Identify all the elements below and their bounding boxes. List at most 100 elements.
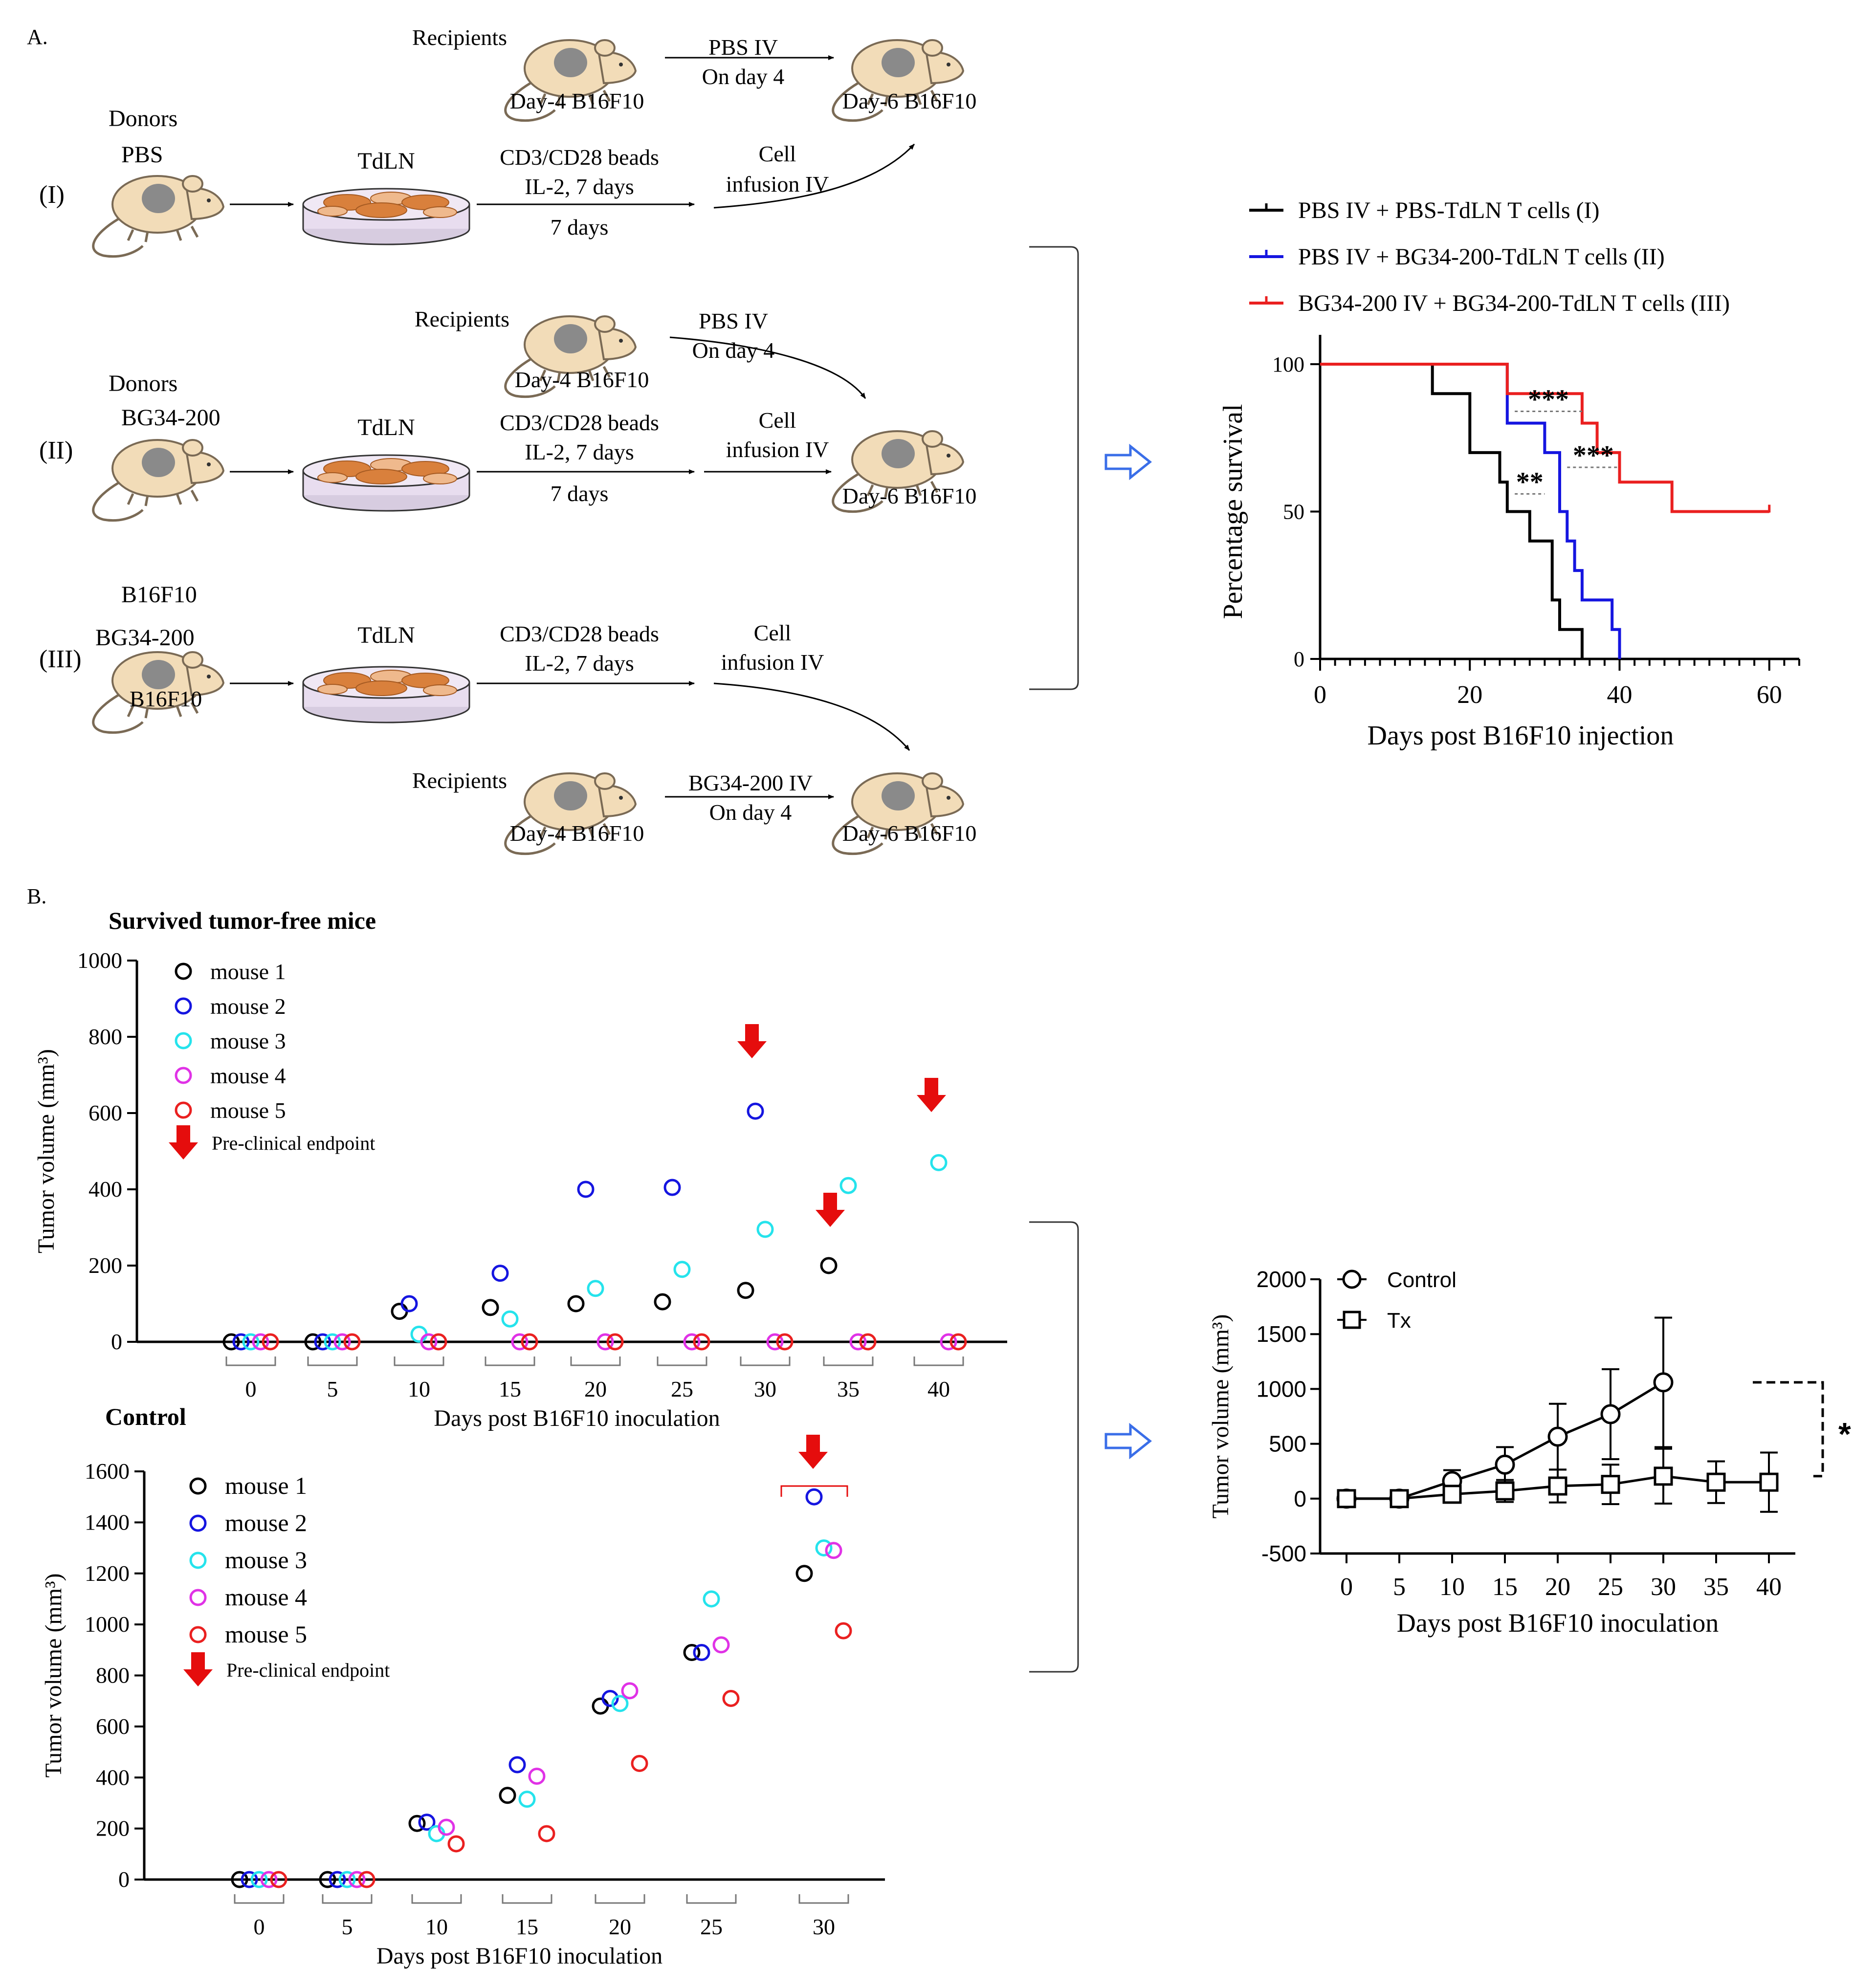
survivors-point <box>673 1261 691 1278</box>
survivors-point <box>420 1333 438 1351</box>
control-point <box>241 1871 258 1888</box>
survivors-legend-marker <box>175 1067 192 1084</box>
hollow-arrow-icon <box>1106 446 1150 478</box>
survivors-title: Survived tumor-free mice <box>109 907 376 934</box>
row-i-infusion-2: infusion IV <box>726 172 829 197</box>
survivors-y-label: Tumor volume (mm³) <box>33 1049 59 1253</box>
survivors-y-tick-label: 800 <box>88 1024 122 1049</box>
survivors-point <box>232 1333 250 1351</box>
summary-y-tick-label: 0 <box>1294 1486 1306 1511</box>
survivors-y-tick-label: 1000 <box>77 948 122 973</box>
survival-y-tick-label: 50 <box>1283 500 1304 524</box>
row-iii-tdln-label: TdLN <box>357 622 415 648</box>
control-point <box>358 1871 375 1888</box>
summary-point-tx <box>1390 1489 1409 1509</box>
control-x-tick-label: 30 <box>813 1914 835 1939</box>
summary-x-tick-label: 10 <box>1439 1573 1465 1601</box>
survivors-point <box>940 1333 957 1351</box>
control-x-tick-label: 10 <box>425 1914 448 1939</box>
row-ii-infusion-2: infusion IV <box>726 437 829 462</box>
control-point <box>611 1695 629 1712</box>
summary-x-label: Days post B16F10 inoculation <box>1397 1608 1719 1638</box>
control-point <box>508 1756 526 1773</box>
survival-x-tick-label: 0 <box>1314 681 1326 709</box>
summary-y-tick-label: 2000 <box>1257 1267 1306 1292</box>
control-y-tick-label: 1600 <box>85 1459 130 1484</box>
summary-legend-label: Tx <box>1387 1309 1411 1333</box>
survivors-group-bracket <box>740 1356 791 1366</box>
summary-x-tick-label: 20 <box>1545 1573 1570 1601</box>
summary-y-tick-label: 500 <box>1269 1431 1306 1457</box>
survivors-group-bracket <box>823 1356 874 1366</box>
control-y-tick-label: 1200 <box>85 1561 130 1586</box>
row-i-tdln-label: TdLN <box>357 148 415 174</box>
control-point <box>825 1542 842 1559</box>
survivors-point <box>410 1325 428 1343</box>
survivors-x-tick-label: 5 <box>327 1377 338 1401</box>
summary-x-tick-label: 30 <box>1651 1573 1676 1601</box>
survivors-legend-label: mouse 2 <box>210 994 286 1019</box>
control-point <box>338 1871 356 1888</box>
control-point <box>348 1871 366 1888</box>
row-ii-donor-title: Donors <box>109 371 177 396</box>
row-i-final-day: Day-6 B16F10 <box>842 88 977 113</box>
control-group-bracket <box>595 1894 645 1904</box>
survivors-point <box>747 1102 764 1120</box>
control-legend-marker <box>189 1589 207 1606</box>
significance-stars: *** <box>1528 384 1569 415</box>
row-iii-infusion-1: Cell <box>754 620 792 645</box>
survivors-point <box>333 1333 351 1351</box>
row-iii-tdln-dish <box>302 666 470 723</box>
summary-y-tick-label: 1000 <box>1257 1376 1306 1401</box>
survivors-legend-label: mouse 1 <box>210 959 286 984</box>
survivors-group-bracket <box>394 1356 444 1366</box>
control-legend-marker <box>189 1514 207 1532</box>
endpoint-arrow-icon <box>816 1193 845 1227</box>
row-ii-infusion-1: Cell <box>759 408 796 433</box>
summary-point-tx <box>1706 1472 1726 1492</box>
survival-x-tick-label: 20 <box>1457 681 1482 709</box>
control-x-tick-label: 20 <box>609 1914 631 1939</box>
survivors-point <box>596 1333 614 1351</box>
survivors-point <box>343 1333 361 1351</box>
control-point <box>518 1791 536 1808</box>
survivors-x-tick-label: 35 <box>837 1377 860 1401</box>
control-point <box>538 1825 555 1842</box>
control-point <box>260 1871 278 1888</box>
summary-point-tx <box>1601 1475 1620 1494</box>
survival-curve-3 <box>1320 363 1769 513</box>
row-ii-treat-1: PBS IV <box>699 308 768 333</box>
survivors-point <box>693 1333 710 1351</box>
summary-x-tick-label: 25 <box>1598 1573 1623 1601</box>
row-i: Donors PBS (I) TdLN CD3/CD28 beads IL-2,… <box>39 25 976 257</box>
summary-point-control <box>1653 1372 1674 1393</box>
summary-y-label: Tumor volume (mm³) <box>1208 1314 1234 1519</box>
control-y-tick-label: 1400 <box>85 1510 130 1534</box>
control-point <box>631 1755 648 1772</box>
row-i-donor-treatment: PBS <box>121 142 163 168</box>
survivors-point <box>262 1333 279 1351</box>
control-point <box>270 1871 287 1888</box>
control-endpoint-label: Pre-clinical endpoint <box>226 1659 390 1681</box>
survivors-point <box>820 1257 838 1274</box>
summary-point-tx <box>1337 1489 1356 1509</box>
survival-x-tick-label: 60 <box>1757 681 1782 709</box>
survivors-point <box>521 1333 538 1351</box>
control-group-bracket <box>502 1894 552 1904</box>
row-iii-infusion-2: infusion IV <box>721 650 824 675</box>
survivors-group-bracket <box>657 1356 707 1366</box>
control-point <box>703 1590 720 1608</box>
survivors-point <box>776 1333 794 1351</box>
row-i-culture-1: CD3/CD28 beads <box>500 145 659 170</box>
survival-y-tick-label: 100 <box>1272 352 1304 376</box>
control-group-bracket <box>686 1894 737 1904</box>
row-i-recipients: Recipients <box>412 25 507 50</box>
summary-point-control <box>1600 1404 1621 1424</box>
survivors-point <box>482 1299 499 1316</box>
row-i-treat-2: On day 4 <box>702 64 785 89</box>
survivors-point <box>242 1333 260 1351</box>
control-point <box>805 1488 823 1506</box>
survival-legend-label: PBS IV + BG34-200-TdLN T cells (II) <box>1298 244 1665 270</box>
survivors-legend-label: mouse 3 <box>210 1028 286 1053</box>
survivors-point <box>501 1310 519 1328</box>
